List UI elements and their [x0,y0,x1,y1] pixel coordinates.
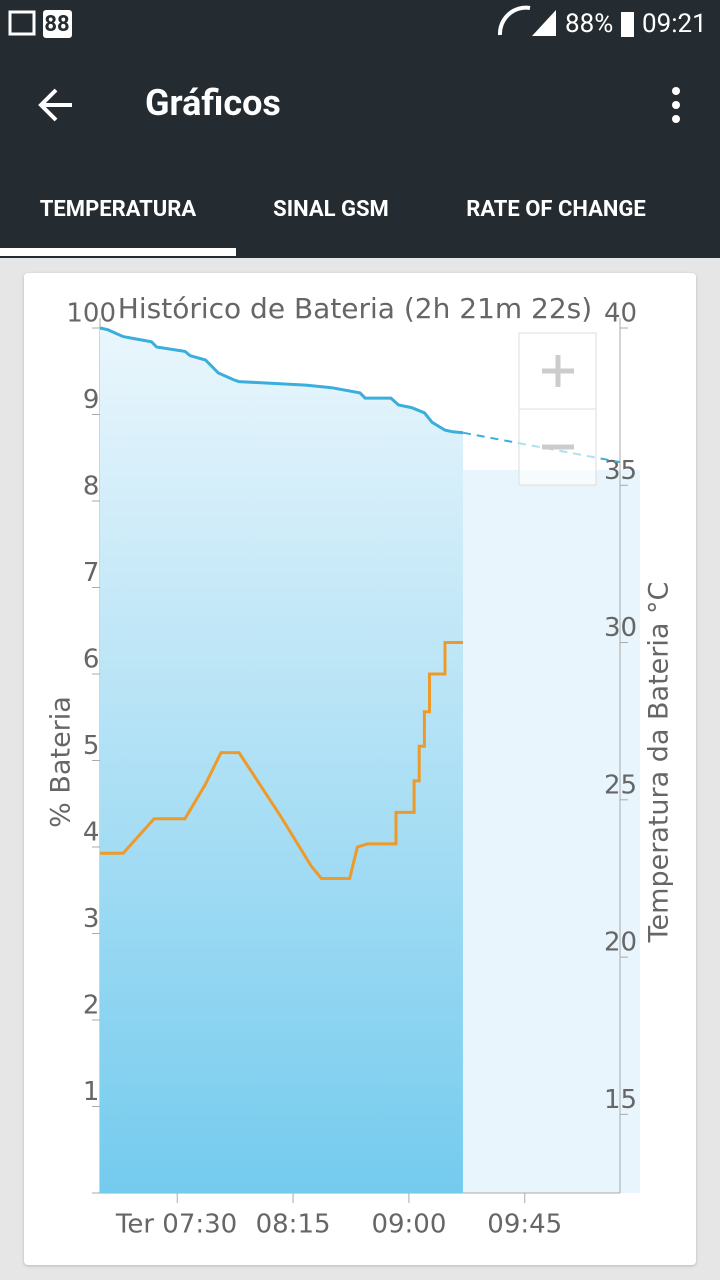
wifi-icon [497,5,531,36]
app-bar-icons [38,87,680,123]
y2-tick-label: 40 [604,299,637,329]
y-tick-label: 100 [66,299,116,329]
status-bar: 88 88% 09:21 [0,0,720,50]
zoom-controls [518,332,597,486]
tab[interactable]: RATE OF CHANGE [466,197,646,222]
y2-axis-label: Temperatura da Bateria °C [644,582,675,944]
status-icons: 88 88% 09:21 [8,5,707,39]
signal-icon [532,10,556,36]
y2-tick-label: 15 [604,1085,637,1115]
notif-text: 88 [44,12,69,37]
battery-icon [621,12,634,37]
tab[interactable]: TEMPERATURA [39,197,197,222]
app-title: Gráficos [145,82,281,124]
y2-tick-label: 20 [604,928,637,958]
notif-icon [43,10,72,38]
area [100,328,463,1193]
tab-bar: TEMPERATURA SINAL GSM RATE OF CHANGE [0,160,720,258]
y2-tick-label: 25 [604,770,637,800]
clock: 09:21 [642,9,707,39]
x-tick-label: 08:15 [256,1210,331,1240]
y2-tick-label: 35 [604,456,637,486]
back-button[interactable] [38,88,72,122]
x-tick-label: Ter 07:30 [115,1210,237,1240]
y-axis-label: % Bateria [46,696,77,828]
menu-button[interactable] [672,101,680,109]
battery-text: 88% [565,9,613,39]
app-bar: Gráficos [0,50,720,160]
menu-button[interactable] [672,115,680,123]
x-tick-label: 09:45 [487,1210,562,1240]
menu-button[interactable] [672,87,680,95]
chart-title: Histórico de Bateria (2h 21m 22s) [118,292,592,325]
series-line [100,641,463,880]
zoom-in[interactable] [542,355,574,387]
tab[interactable]: SINAL GSM [273,197,389,222]
gallery-icon [8,10,36,36]
tab-indicator [0,248,236,256]
y2-tick-label: 30 [604,613,637,643]
x-tick-label: 09:00 [371,1210,446,1240]
series-line [99,326,464,435]
future-region [462,470,640,1193]
